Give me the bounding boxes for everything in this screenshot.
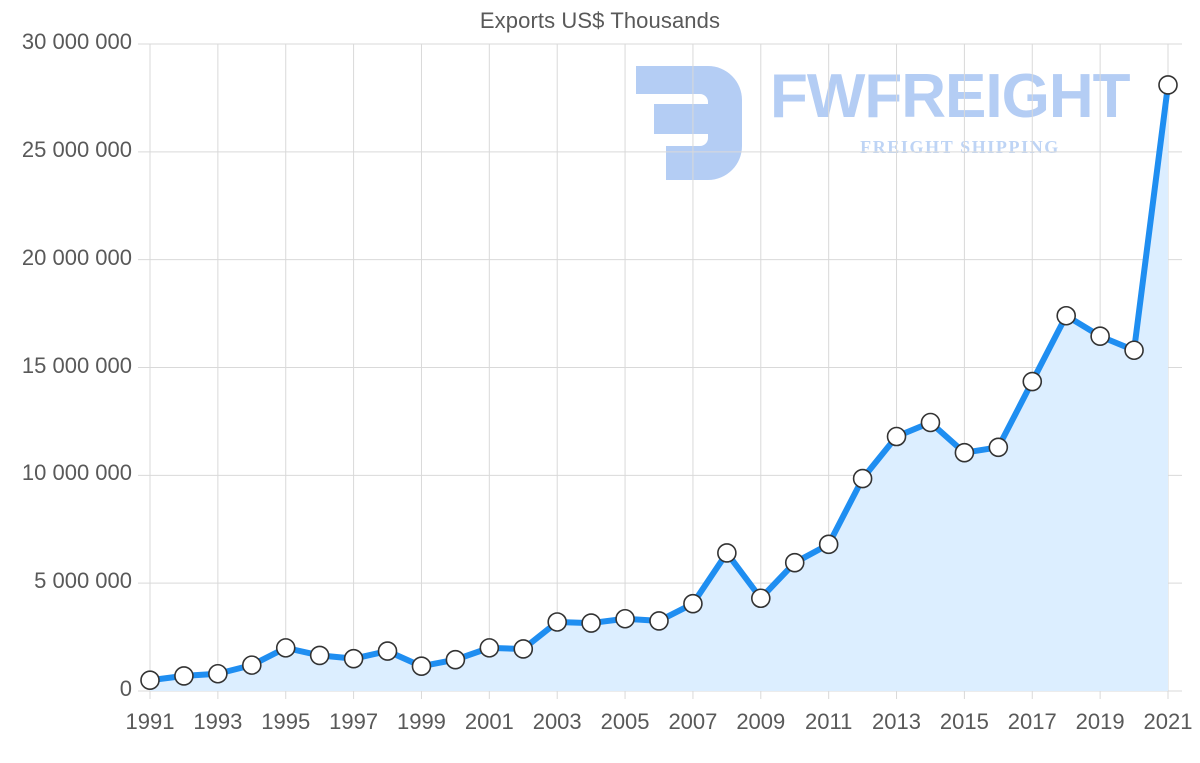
data-point-marker[interactable] [784,552,805,573]
data-point-marker[interactable] [479,638,500,658]
data-point-marker[interactable] [1056,305,1076,326]
data-point-marker[interactable] [513,639,534,659]
chart-title: Exports US$ Thousands [479,8,721,33]
data-point-marker[interactable] [818,534,839,555]
x-axis-tick-label: 2017 [1007,709,1057,734]
data-point-marker[interactable] [445,649,466,670]
data-point-marker[interactable] [343,648,364,669]
x-axis-tick-label: 2021 [1143,709,1193,734]
data-point-marker[interactable] [615,608,635,629]
data-point-marker[interactable] [140,670,160,691]
x-axis-tick-label: 2007 [668,709,718,734]
data-point-marker[interactable] [954,442,975,463]
data-point-marker[interactable] [411,656,432,677]
data-point-marker[interactable] [309,645,330,666]
x-axis-tick-label: 2015 [939,709,989,734]
data-point-marker[interactable] [581,613,601,633]
y-axis-tick-label: 5 000 000 [34,568,132,594]
x-axis-tick-label: 1995 [261,709,311,734]
y-axis-tick-label: 15 000 000 [21,352,132,378]
gridlines [138,43,1182,699]
x-axis-tick-label: 2003 [532,709,582,734]
y-axis-tick-label: 30 000 000 [21,29,132,54]
data-point-marker[interactable] [683,593,703,614]
data-point-marker[interactable] [988,437,1009,458]
data-point-marker[interactable] [886,426,907,447]
data-point-marker[interactable] [717,543,737,563]
x-axis-tick-label: 2001 [464,709,514,734]
area-fill [150,84,1168,692]
data-point-marker[interactable] [1124,340,1144,361]
data-point-marker[interactable] [750,588,771,609]
data-point-marker[interactable] [275,638,296,658]
data-point-marker[interactable] [242,655,262,675]
data-point-marker[interactable] [377,641,398,661]
data-point-marker[interactable] [547,612,568,632]
x-axis-tick-label: 1999 [396,709,446,734]
y-axis-tick-label: 20 000 000 [21,244,132,270]
data-point-marker[interactable] [1090,326,1110,347]
data-point-marker[interactable] [649,611,669,631]
data-point-markers [140,75,1178,691]
x-axis-tick-label: 2005 [600,709,650,734]
x-axis-tick-label: 1993 [193,709,243,734]
data-point-marker[interactable] [208,663,228,684]
data-point-marker[interactable] [174,666,194,686]
x-axis-tick-label: 1997 [329,709,379,734]
y-axis-tick-label: 10 000 000 [21,460,132,486]
data-point-marker[interactable] [920,412,941,433]
x-axis-tick-label: 2019 [1075,709,1125,734]
x-axis-tick-label: 2009 [736,709,786,734]
x-axis-tick-label: 2011 [805,709,853,734]
x-axis-tick-label: 2013 [872,709,921,734]
y-axis-tick-label: 0 [119,676,132,701]
x-axis-tick-label: 1991 [125,709,175,734]
data-point-marker[interactable] [1158,75,1178,95]
data-point-marker[interactable] [852,468,873,489]
y-axis-tick-label: 25 000 000 [21,136,132,162]
data-point-marker[interactable] [1022,371,1043,392]
